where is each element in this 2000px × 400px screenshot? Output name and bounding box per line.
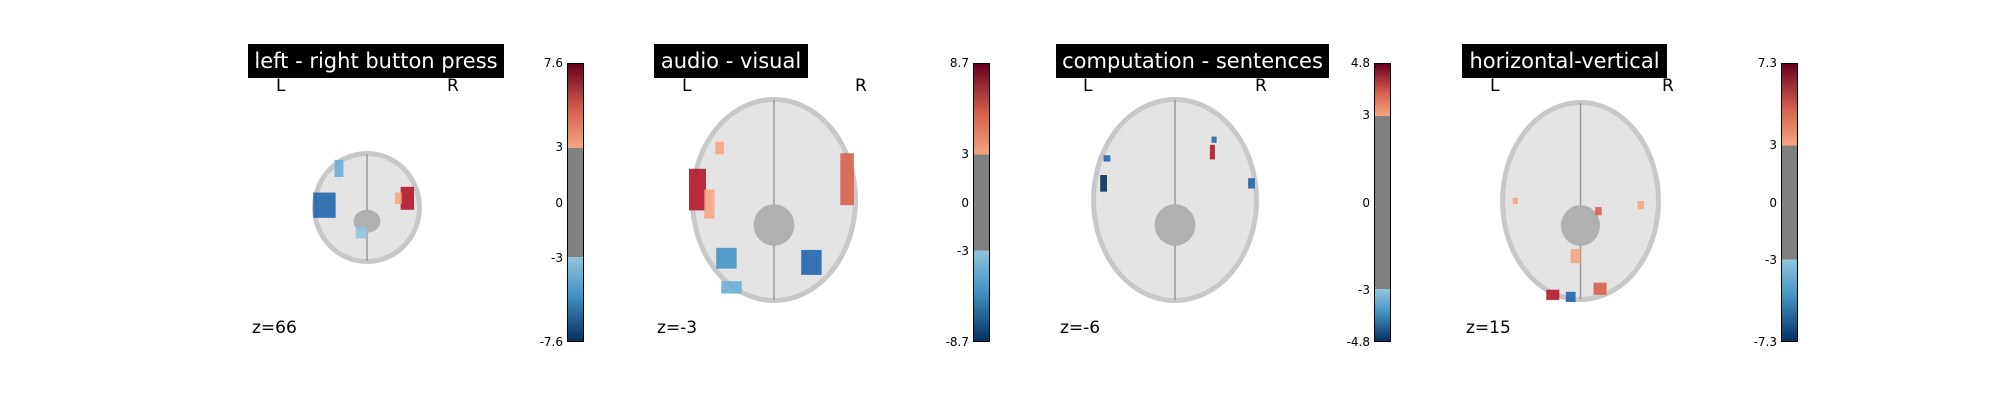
colorbar bbox=[973, 63, 990, 342]
activation-cluster bbox=[689, 168, 706, 211]
activation-cluster bbox=[1103, 155, 1111, 162]
right-orientation-label: R bbox=[855, 76, 867, 96]
panel-title: computation - sentences bbox=[1056, 44, 1329, 78]
activation-cluster bbox=[716, 247, 737, 269]
colorbar-tick-label: 3 bbox=[555, 140, 563, 155]
brain-slice-image bbox=[312, 151, 422, 264]
activation-cluster bbox=[1595, 207, 1602, 216]
right-orientation-label: R bbox=[1255, 76, 1267, 96]
activation-cluster bbox=[400, 186, 415, 210]
colorbar-tick-label: 0 bbox=[961, 195, 969, 210]
deep-structure bbox=[753, 204, 795, 246]
activation-cluster bbox=[1100, 175, 1107, 192]
colorbar-tick-label: -3 bbox=[1358, 282, 1370, 297]
colorbar-tick-label: 7.3 bbox=[1757, 56, 1777, 70]
activation-cluster bbox=[801, 249, 822, 275]
slice-coordinate-label: z=66 bbox=[252, 318, 297, 338]
panel-title: horizontal-vertical bbox=[1462, 44, 1667, 78]
activation-cluster bbox=[1570, 248, 1581, 264]
colorbar-tick-label: 4.8 bbox=[1350, 56, 1370, 70]
colorbar bbox=[1781, 63, 1798, 342]
deep-structure bbox=[1154, 204, 1196, 246]
left-orientation-label: L bbox=[1083, 76, 1093, 96]
colorbar-tick-label: -3 bbox=[957, 243, 969, 258]
colorbar-tick-label: 3 bbox=[1769, 138, 1777, 153]
left-orientation-label: L bbox=[682, 76, 692, 96]
colorbar-tick-label: 0 bbox=[555, 195, 563, 210]
activation-cluster bbox=[395, 192, 402, 205]
activation-cluster bbox=[1211, 136, 1217, 143]
activation-cluster bbox=[1637, 201, 1645, 210]
colorbar bbox=[1374, 63, 1391, 342]
activation-cluster bbox=[313, 192, 336, 218]
slice-coordinate-label: z=-3 bbox=[657, 318, 698, 338]
right-orientation-label: R bbox=[1662, 76, 1674, 96]
activation-cluster bbox=[1565, 291, 1576, 302]
activation-cluster bbox=[334, 159, 344, 178]
activation-cluster bbox=[355, 227, 367, 239]
brain-slice-image bbox=[689, 97, 858, 303]
right-orientation-label: R bbox=[447, 76, 459, 96]
activation-cluster bbox=[1546, 289, 1560, 300]
activation-cluster bbox=[1248, 178, 1255, 189]
brain-slice-image bbox=[1500, 100, 1661, 302]
colorbar-tick-label: 0 bbox=[1362, 195, 1370, 210]
activation-cluster bbox=[1593, 282, 1607, 295]
activation-cluster bbox=[1209, 144, 1215, 160]
colorbar-tick-label: 3 bbox=[1362, 108, 1370, 123]
activation-cluster bbox=[721, 281, 742, 294]
activation-cluster bbox=[715, 141, 724, 155]
colorbar-tick-label: -4.8 bbox=[1346, 335, 1370, 349]
left-orientation-label: L bbox=[276, 76, 286, 96]
colorbar-tick-label: 3 bbox=[961, 147, 969, 162]
colorbar-tick-label: 7.6 bbox=[543, 56, 563, 70]
activation-cluster bbox=[1512, 197, 1518, 205]
colorbar-tick-label: -7.3 bbox=[1753, 335, 1777, 349]
slice-coordinate-label: z=-6 bbox=[1060, 318, 1101, 338]
activation-cluster bbox=[840, 153, 854, 206]
colorbar-tick-label: -3 bbox=[551, 250, 563, 265]
colorbar-tick-label: -8.7 bbox=[945, 335, 969, 349]
colorbar-tick-label: 8.7 bbox=[949, 56, 969, 70]
colorbar-tick-label: -7.6 bbox=[539, 335, 563, 349]
deep-structure bbox=[1560, 205, 1601, 246]
colorbar bbox=[567, 63, 584, 342]
brain-slice-image bbox=[1091, 97, 1259, 303]
left-orientation-label: L bbox=[1490, 76, 1500, 96]
colorbar-tick-label: 0 bbox=[1769, 195, 1777, 210]
activation-cluster bbox=[704, 189, 715, 219]
panel-title: left - right button press bbox=[248, 44, 504, 78]
panel-title: audio - visual bbox=[654, 44, 808, 78]
colorbar-tick-label: -3 bbox=[1765, 252, 1777, 267]
slice-coordinate-label: z=15 bbox=[1466, 318, 1511, 338]
